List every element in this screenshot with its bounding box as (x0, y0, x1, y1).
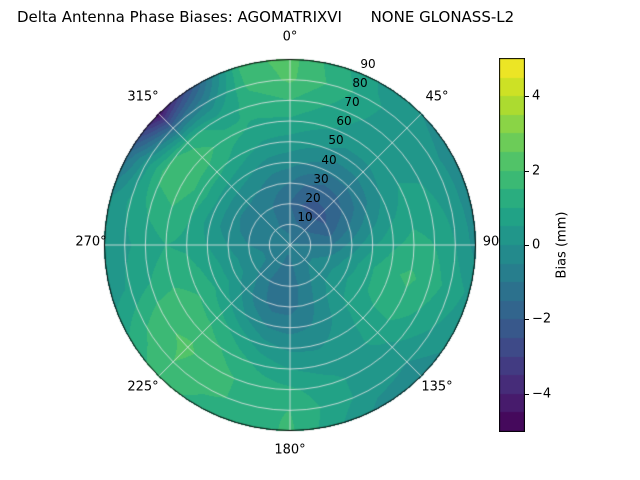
azimuth-tick-label-0: 0° (282, 29, 298, 45)
colorbar-tick-label-2: 2 (532, 163, 541, 179)
radial-tick-label-40: 40 (321, 153, 337, 167)
azimuth-tick-label-135: 135° (421, 379, 453, 395)
azimuth-tick-label-90: 90 (482, 234, 500, 250)
colorbar-tickmark-4 (525, 96, 529, 97)
radial-tick-label-80: 80 (352, 76, 368, 90)
azimuth-tick-label-45: 45° (425, 89, 449, 105)
azimuth-tick-label-315: 315° (127, 89, 159, 105)
colorbar-tickmark--2 (525, 319, 529, 320)
colorbar-axis-label: Bias (mm) (554, 211, 570, 279)
polar-contour-plot (100, 55, 480, 435)
chart-title: Delta Antenna Phase Biases: AGOMATRIXVI … (17, 8, 515, 26)
colorbar-tickmark--4 (525, 394, 529, 395)
colorbar-tick-label--4: −4 (532, 386, 552, 402)
radial-tick-label-20: 20 (305, 191, 321, 205)
radial-tick-label-70: 70 (344, 95, 360, 109)
colorbar-tick-label--2: −2 (532, 311, 552, 327)
radial-tick-label-50: 50 (328, 133, 344, 147)
colorbar-tickmark-0 (525, 245, 529, 246)
colorbar-tick-label-0: 0 (532, 237, 541, 253)
radial-tick-label-60: 60 (336, 114, 352, 128)
azimuth-tick-label-180: 180° (274, 442, 306, 458)
colorbar (499, 58, 525, 432)
colorbar-tick-label-4: 4 (532, 88, 541, 104)
colorbar-tickmark-2 (525, 171, 529, 172)
radial-tick-label-10: 10 (297, 210, 313, 224)
radial-tick-label-30: 30 (313, 172, 329, 186)
radial-tick-label-90: 90 (360, 57, 376, 71)
azimuth-tick-label-270: 270° (75, 234, 107, 250)
azimuth-tick-label-225: 225° (127, 379, 159, 395)
